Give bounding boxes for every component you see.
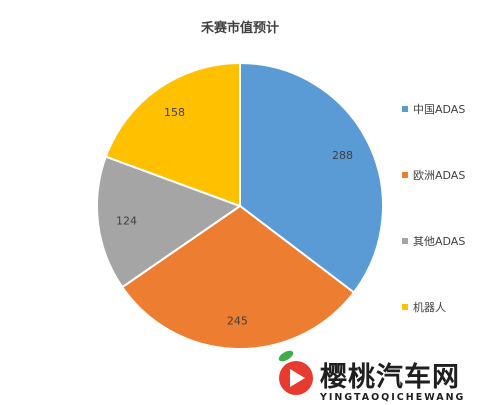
legend-item-中国adas: 中国ADAS [402,103,465,116]
cherry-logo [278,350,313,395]
pie-slices [96,61,384,350]
watermark-brand: 樱桃汽车网 [320,361,460,393]
legend-item-机器人: 机器人 [402,300,446,314]
data-label-中国adas: 288 [332,149,353,162]
pie-slice-其他adas [96,155,243,289]
pie-slice-机器人 [104,61,241,208]
pie-slice-中国adas [239,61,384,294]
legend-label: 机器人 [413,300,446,314]
watermark-romanized: YINGTAOQICHEWANG [319,392,465,403]
data-labels: 288 245 124 158 [116,106,353,327]
legend: 中国ADAS 欧洲ADAS 其他ADAS 机器人 [402,103,465,314]
legend-swatch [402,106,408,112]
watermark: 樱桃汽车网 YINGTAOQICHEWANG [278,350,465,403]
data-label-机器人: 158 [164,106,185,119]
legend-label: 中国ADAS [413,103,465,116]
legend-label: 其他ADAS [413,235,465,248]
legend-label: 欧洲ADAS [413,169,465,182]
legend-swatch [402,172,408,178]
legend-item-欧洲adas: 欧洲ADAS [402,169,465,182]
legend-swatch [402,304,408,310]
legend-swatch [402,238,408,244]
pie-slice-欧洲adas [120,204,356,350]
legend-item-其他adas: 其他ADAS [402,235,465,248]
chart-title: 禾赛市值预计 [201,20,279,36]
data-label-欧洲adas: 245 [227,314,248,327]
data-label-其他adas: 124 [116,214,137,227]
